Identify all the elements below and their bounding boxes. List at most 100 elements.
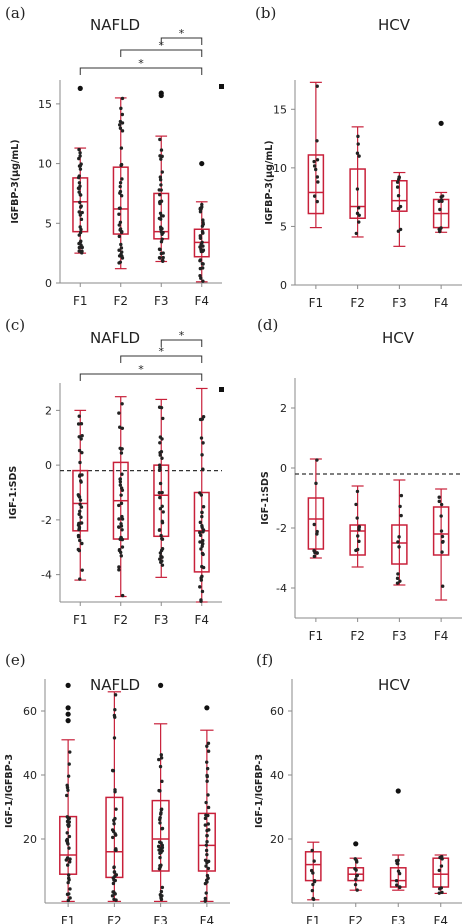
data-point (159, 841, 163, 845)
data-point (198, 530, 202, 535)
data-point (439, 226, 443, 230)
x-tick-label: F4 (434, 629, 449, 643)
data-point (119, 146, 124, 150)
data-point (200, 453, 204, 457)
data-point (120, 517, 125, 521)
y-tick-label: 0 (280, 279, 287, 292)
data-point (354, 502, 358, 507)
data-point (78, 538, 82, 543)
data-point (395, 180, 400, 184)
y-axis-label: IGFBP-3(µg/mL) (264, 140, 275, 224)
data-point (76, 535, 81, 539)
data-point (120, 545, 125, 549)
outlier-point (65, 718, 71, 724)
data-point (66, 774, 71, 778)
data-point (159, 188, 163, 192)
data-point (206, 793, 210, 797)
data-point (77, 210, 81, 214)
data-point (199, 276, 203, 280)
data-point (158, 789, 162, 793)
data-point (117, 248, 121, 252)
x-tick-label: F1 (306, 914, 321, 924)
data-point (158, 200, 162, 204)
data-point (112, 818, 116, 823)
x-tick-label: F2 (350, 296, 365, 310)
data-point (159, 894, 163, 899)
chart-panel: (a) NAFLD IGFBP-3(µg/mL) 0 5 10 15 F1 F2 F3 F4 * * * (5, 4, 224, 308)
data-point (64, 858, 68, 862)
data-point (198, 266, 203, 271)
data-point (440, 890, 444, 895)
data-point (118, 220, 123, 225)
data-point (159, 753, 164, 757)
x-tick-label: F4 (194, 613, 209, 627)
data-point (398, 579, 402, 583)
y-tick-label: 2 (45, 404, 52, 417)
x-tick-label: F1 (309, 629, 324, 643)
data-point (111, 835, 115, 840)
data-point (77, 521, 81, 526)
data-point (314, 481, 318, 486)
data-point (160, 232, 164, 237)
data-point (77, 233, 81, 237)
x-tick-label: F1 (61, 914, 76, 924)
data-point (67, 846, 71, 850)
data-point (68, 750, 72, 754)
data-point (120, 472, 124, 476)
bracket-line (120, 355, 203, 363)
box-iqr (432, 506, 450, 556)
data-point (112, 870, 117, 874)
outlier-point (204, 705, 210, 711)
data-point (68, 860, 72, 864)
data-point (203, 896, 208, 901)
data-point (437, 495, 441, 499)
data-point (65, 831, 69, 835)
data-point (356, 206, 361, 210)
data-point (200, 240, 204, 245)
data-point (119, 242, 123, 247)
data-point (207, 828, 211, 832)
box-F1 (59, 682, 78, 903)
data-point (206, 805, 211, 810)
box-iqr (307, 497, 325, 550)
box-F1 (307, 458, 325, 559)
data-point (198, 520, 203, 525)
data-point (114, 898, 118, 902)
data-point (156, 844, 161, 849)
chart-title: HCV (378, 16, 411, 34)
data-point (159, 548, 164, 553)
data-point (198, 533, 203, 537)
data-point (396, 572, 400, 576)
data-point (357, 539, 361, 544)
data-point (157, 757, 161, 762)
panel-label: (e) (5, 651, 26, 669)
y-tick-label: -4 (41, 569, 52, 582)
data-point (66, 788, 70, 792)
box-F1 (72, 85, 89, 255)
x-tick-label: F4 (200, 914, 215, 924)
data-point (65, 892, 70, 897)
data-point (315, 551, 319, 555)
data-point (113, 790, 117, 794)
data-point (395, 883, 399, 887)
data-point (117, 517, 121, 521)
bracket-line (79, 67, 203, 75)
data-point (203, 823, 208, 827)
box-F3 (153, 398, 170, 578)
data-point (398, 504, 402, 509)
data-point (80, 210, 84, 215)
data-point (200, 417, 205, 421)
y-tick-label: 0 (45, 459, 52, 472)
box-iqr (151, 799, 170, 872)
chart-panel: (f) HCV IGF-1/IGFBP-3 20 40 60 F1 F2 F3 F4 (254, 651, 462, 924)
data-point (158, 507, 163, 511)
data-point (200, 229, 205, 234)
data-point (158, 495, 162, 500)
data-point (159, 889, 164, 894)
data-point (117, 547, 122, 552)
data-point (120, 129, 125, 133)
data-point (200, 202, 204, 207)
data-point (78, 502, 82, 506)
data-point (203, 816, 208, 821)
data-point (117, 206, 122, 211)
